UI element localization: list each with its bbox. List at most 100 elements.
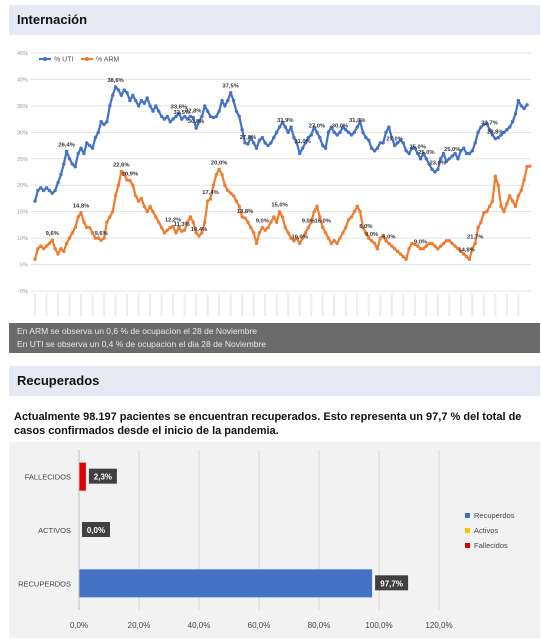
uti-point [326,130,331,135]
uti-point [211,115,216,120]
x-tick-mark [80,294,83,316]
uti-point [33,199,37,203]
arm-point [505,202,509,206]
uti-point [364,135,368,140]
uti-point [113,85,118,89]
arm-point [266,225,270,230]
arm-point [50,238,54,242]
arm-point [67,236,72,240]
uti-point [306,135,311,140]
uti-point [283,125,288,129]
arm-point [182,228,187,232]
uti-point [470,149,475,153]
data-label: 22,6% [113,162,129,168]
arm-point [159,225,164,230]
arm-point [174,231,178,235]
data-label: 31,0% [294,139,310,145]
arm-point [243,216,247,220]
arm-point [321,225,325,230]
uti-point [96,130,100,135]
uti-point [441,151,446,156]
arm-point [234,199,239,203]
uti-point [73,165,77,169]
uti-point [395,141,400,145]
uti-point [136,104,141,108]
legend-swatch [465,528,470,533]
data-label: 31,9% [277,118,293,124]
uti-point [246,142,250,146]
data-label: 12,2% [165,217,181,223]
arm-point [197,234,201,238]
uti-point [254,146,259,150]
uti-point [487,127,492,132]
arm-point [303,231,308,235]
uti-point [174,114,178,119]
uti-point [392,143,397,148]
arm-point [226,188,230,193]
data-label: 25,0% [418,150,434,156]
arm-point [292,239,296,243]
uti-point [148,104,152,108]
x-tick-mark [172,294,175,316]
y-tick-label: 10% [17,236,28,242]
note-uti: En UTI se observa un 0,4 % de ocupacion … [17,339,267,349]
arm-point [493,174,498,178]
arm-point [456,246,460,251]
uti-point [251,141,256,145]
arm-point [105,220,109,224]
data-label: 15,0% [271,203,287,209]
data-label: 23,0% [430,160,446,166]
value-label-box [88,468,117,484]
x-tick-label: 120,0% [425,621,452,630]
arm-point [516,194,521,198]
arm-point [467,257,472,261]
arm-point [358,209,362,214]
uti-point [82,151,86,156]
arm-point [82,220,86,224]
uti-point [171,117,175,121]
uti-point [145,96,149,100]
uti-point [56,180,60,185]
x-tick-mark [287,294,290,316]
arm-point [64,241,69,246]
uti-point [217,109,221,113]
uti-point [266,143,270,148]
legend-label: Fallecidos [474,541,508,550]
x-tick-mark [333,294,336,316]
data-label: 9,6% [46,231,59,237]
data-label: 9,0% [414,240,427,246]
arm-point [73,225,77,230]
uti-point [318,135,322,140]
uti-point [286,130,290,135]
data-label: 32,5% [174,110,190,116]
arm-point [134,194,138,198]
uti-point [154,104,158,108]
uti-point [260,135,264,140]
arm-point [237,204,241,209]
legend-label: Recuperdos [474,511,515,520]
arm-point [208,197,213,201]
uti-point [453,151,457,156]
uti-point [404,149,408,153]
uti-point [352,130,357,135]
uti-point [427,162,431,166]
uti-point [508,125,512,129]
uti-point [76,151,80,156]
y-tick-label: 45% [17,51,28,57]
arm-point [508,194,512,198]
x-tick-mark [517,294,520,316]
legend-marker [43,57,47,61]
arm-point [87,225,92,230]
data-label: 11,3% [174,222,190,228]
uti-point [292,135,296,140]
uti-point [407,151,411,156]
uti-point [298,151,302,156]
arm-point [185,220,190,224]
arm-point [338,236,342,240]
uti-point [59,172,63,177]
uti-point [139,98,144,103]
uti-point [335,133,339,137]
arm-point [427,241,431,246]
uti-point [93,135,98,140]
x-tick-mark [494,294,497,316]
